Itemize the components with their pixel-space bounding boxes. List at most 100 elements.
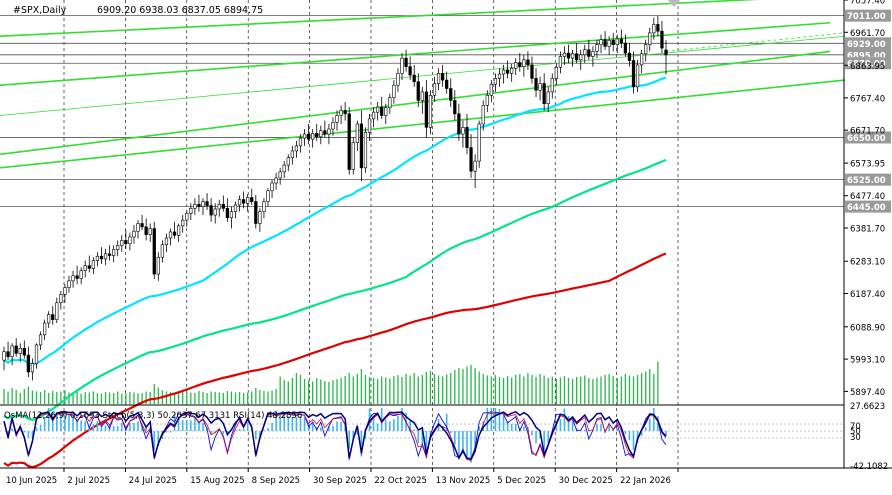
candle-body (355, 123, 359, 143)
candle-body (10, 345, 14, 358)
candle-body (538, 83, 542, 91)
price-tick-label: 6381.70 (850, 224, 885, 234)
date-tick-label: 22 Jan 2026 (620, 476, 671, 486)
candle-body (611, 39, 615, 45)
candle-body (213, 208, 217, 216)
candle-body (217, 203, 221, 210)
date-tick-label: 22 Oct 2025 (374, 476, 427, 486)
date-tick-label: 30 Dec 2025 (559, 476, 613, 486)
candle-body (205, 201, 209, 206)
candle-body (530, 64, 534, 79)
candle-body (103, 253, 108, 260)
price-tick-label: 6477.40 (850, 192, 885, 202)
candle-body (627, 52, 632, 61)
date-tick-label: 15 Aug 2025 (190, 476, 244, 486)
candle-body (583, 49, 587, 56)
candle-body (172, 231, 177, 236)
candle-body (225, 208, 229, 219)
candle-body (140, 223, 144, 228)
candle-body (436, 73, 441, 84)
candle-body (26, 354, 30, 373)
candle-body (164, 237, 169, 246)
candle-body (83, 265, 87, 272)
candle-body (469, 147, 473, 172)
ohlc-readout: 6909.20 6938.03 6837.05 6894.75 (97, 5, 263, 16)
candle-body (371, 111, 376, 120)
candle-body (367, 118, 372, 133)
level-label: 6650.00 (847, 134, 886, 144)
candle-body (514, 62, 518, 69)
candle-body (55, 302, 59, 320)
candle-body (550, 78, 554, 93)
candle-body (497, 73, 502, 79)
price-tick-label: 5897.40 (850, 388, 885, 398)
candle-body (22, 348, 26, 356)
candle-body (42, 322, 47, 336)
level-label-box (845, 131, 891, 144)
candle-body (197, 203, 201, 207)
candle-body (652, 24, 656, 34)
candle-body (457, 113, 461, 135)
level-label-box (845, 173, 891, 186)
candle-body (343, 110, 347, 115)
level-label: 6525.00 (847, 176, 886, 186)
level-label: 6870.00 (847, 60, 886, 70)
candle-body (148, 228, 152, 235)
candle-body (428, 94, 433, 128)
candle-body (388, 97, 392, 109)
level-label: 6445.00 (847, 203, 886, 213)
candle-body (635, 64, 640, 88)
level-label-box (845, 9, 891, 22)
candle-body (177, 225, 181, 236)
candle-body (640, 53, 644, 66)
candle-body (71, 275, 75, 282)
oscillator-legend: OsMA(12,26,9) 0.1693 Stoch(5,3,3) 50.203… (4, 411, 302, 421)
price-tick-label: 7057.40 (850, 0, 885, 7)
date-tick-label: 30 Sep 2025 (313, 476, 367, 486)
candle-body (595, 44, 599, 52)
candle-body (91, 260, 95, 269)
level-label: 7011.00 (847, 12, 886, 22)
date-tick-label: 2 Jul 2025 (67, 476, 110, 486)
candle-body (128, 236, 132, 245)
candle-body (87, 265, 91, 269)
candle-body (339, 110, 343, 116)
candle-body (6, 351, 10, 358)
candle-body (644, 44, 648, 55)
candle-body (250, 197, 254, 202)
candle-body (95, 255, 100, 261)
candle-body (298, 137, 303, 147)
candle-body (59, 294, 63, 304)
candle-body (99, 255, 104, 260)
candle-body (237, 199, 242, 206)
candle-body (453, 100, 457, 115)
candle-body (579, 54, 583, 61)
candle-body (449, 88, 453, 101)
candle-body (47, 314, 51, 324)
chart-title: #SPX,Daily (13, 5, 67, 16)
candle-body (392, 84, 396, 98)
candle-body (294, 145, 299, 152)
candle-body (477, 123, 481, 162)
candle-body (270, 182, 274, 192)
candle-body (152, 228, 156, 275)
date-tick-label: 13 Nov 2025 (436, 476, 490, 486)
candle-body (615, 38, 619, 45)
candle-body (160, 244, 165, 258)
candle-body (493, 78, 498, 85)
candle-body (566, 52, 571, 59)
candle-body (510, 67, 514, 74)
price-tick-label: 6283.10 (850, 258, 885, 268)
candle-body (120, 240, 124, 246)
candle-body (229, 211, 234, 219)
candle-body (286, 157, 290, 166)
ma-mid-line (3, 158, 667, 422)
candle-body (319, 130, 323, 138)
candle-body (575, 53, 579, 61)
level-label: 6895.00 (847, 51, 886, 61)
candle-body (489, 83, 493, 96)
level-label-box (845, 37, 891, 50)
candle-body (266, 190, 270, 202)
